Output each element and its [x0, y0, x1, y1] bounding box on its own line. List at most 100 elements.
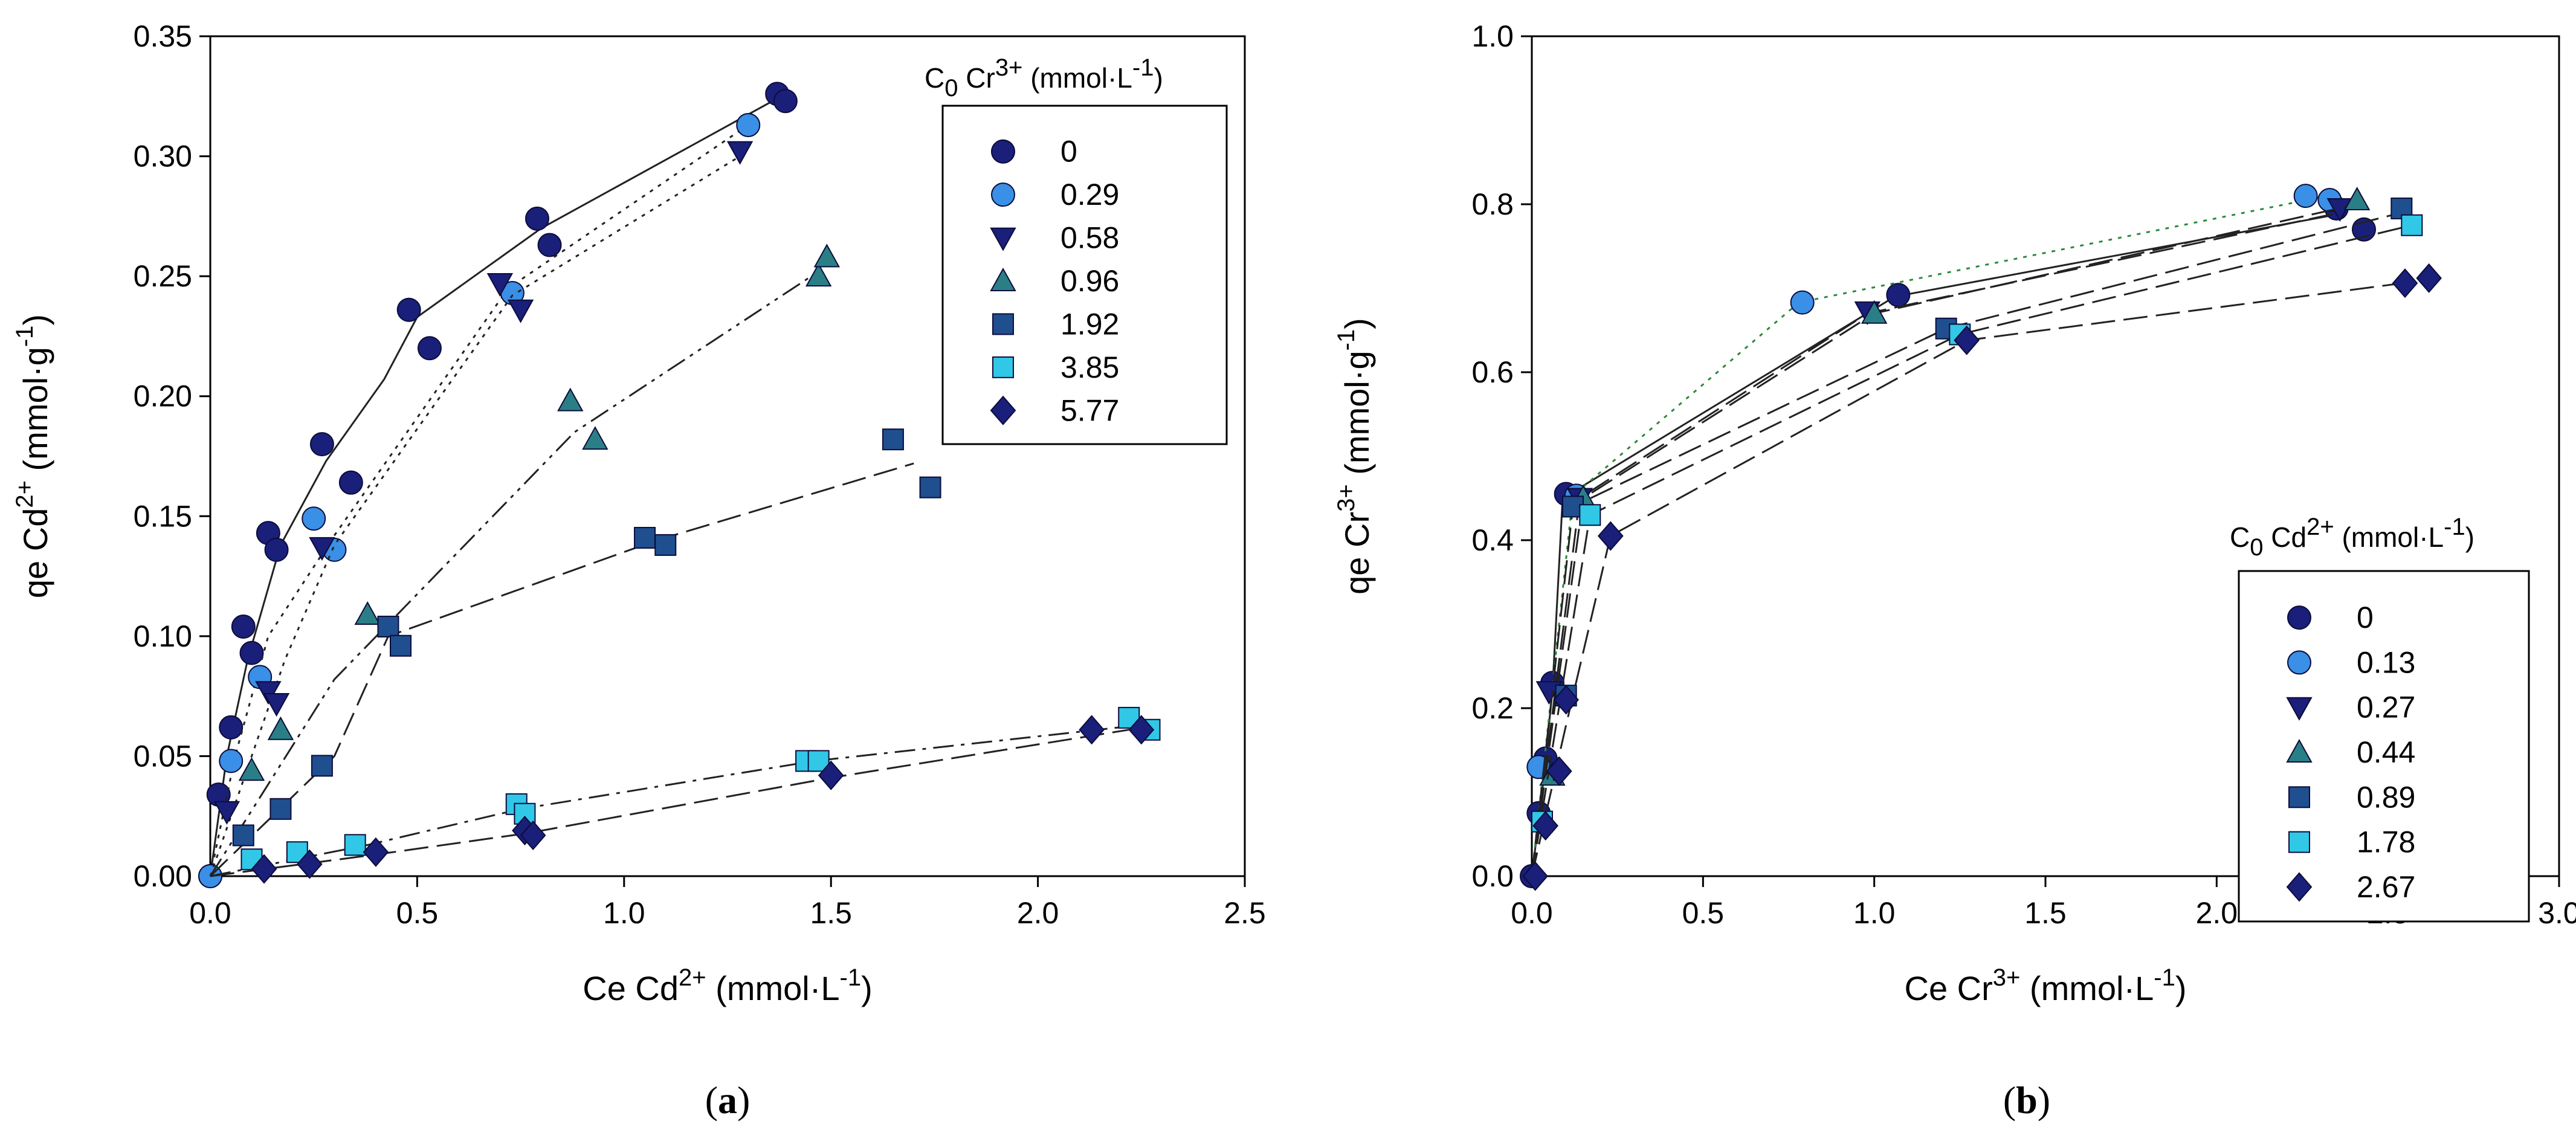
y-tick-label: 0.0: [1471, 859, 1514, 893]
data-point: [255, 681, 282, 705]
text-span: Cr: [958, 62, 995, 94]
y-tick-label: 0.30: [134, 140, 192, 173]
text-span: (: [705, 1079, 718, 1121]
y-tick-label: 0.8: [1471, 187, 1514, 221]
legend-marker: [991, 182, 1015, 207]
text-span: ): [861, 969, 873, 1007]
x-tick-label: 1.0: [603, 896, 645, 930]
series-0.96: [209, 244, 841, 877]
data-point: [1579, 504, 1601, 526]
legend-label: 0.96: [1060, 264, 1119, 298]
data-point: [354, 601, 381, 625]
x-tick-label: 2.0: [1017, 896, 1059, 930]
legend-label: 0.44: [2357, 735, 2415, 769]
text-span: ): [737, 1079, 750, 1121]
data-point: [309, 537, 335, 561]
text-span: -1: [11, 326, 38, 347]
chart-a: 0.0 0.5 1.0 1.5 2.0 2.5 0.00 0.05 0.10 0.15 0.20 0.…: [11, 19, 1266, 1121]
data-point: [654, 534, 677, 556]
data-point: [525, 206, 549, 231]
legend-box: [941, 105, 1228, 445]
data-point: [1598, 521, 1624, 551]
chart-b: 0.00.51.01.52.02.53.00.00.20.40.60.81.0C…: [1333, 19, 2576, 1121]
plot-frame: [209, 35, 1246, 877]
data-point: [238, 757, 265, 781]
text-span: a: [718, 1079, 737, 1121]
text-span: ): [2465, 521, 2474, 553]
text-span: -1: [1333, 329, 1360, 351]
legend-box: [2238, 570, 2530, 923]
text-span: C: [2230, 521, 2250, 553]
data-point: [377, 615, 399, 637]
legend-label: 5.77: [1060, 393, 1119, 427]
y-tick-label: 0.25: [134, 259, 192, 293]
legend-label: 2.67: [2357, 870, 2415, 904]
data-point: [1079, 715, 1105, 745]
text-span: 2+: [11, 480, 38, 508]
text-span: (: [2003, 1079, 2016, 1121]
y-tick-label: 0.4: [1471, 523, 1514, 557]
data-point: [736, 112, 761, 137]
legend-marker: [2286, 872, 2313, 902]
text-span: (mmol·L: [706, 969, 840, 1007]
series-0: [198, 82, 798, 888]
legend-marker: [992, 356, 1014, 378]
data-point: [213, 801, 240, 825]
data-point: [537, 233, 562, 257]
text-span: ): [1154, 62, 1163, 94]
data-point: [507, 299, 534, 323]
legend: C0 Cd2+ (mmol·L-1)00.130.270.440.891.782…: [2230, 514, 2530, 923]
data-point: [219, 715, 244, 740]
legend-marker: [2286, 697, 2313, 721]
panel-label: (a): [705, 1079, 751, 1121]
x-tick-label: 0.5: [396, 896, 439, 930]
data-point: [251, 854, 277, 884]
data-point: [297, 849, 323, 879]
series-line: [1531, 211, 2402, 877]
series-line: [209, 270, 819, 877]
text-span: Ce Cd: [583, 969, 679, 1007]
y-tick-label: 0.6: [1471, 355, 1514, 389]
series-line: [1531, 211, 2347, 877]
text-span: (mmol·L: [2020, 969, 2154, 1007]
data-point: [1535, 681, 1563, 705]
y-tick-label: 0.15: [134, 499, 192, 533]
y-tick-label: 0.00: [134, 859, 192, 893]
data-point: [486, 273, 514, 297]
y-tick-label: 0.05: [134, 739, 192, 773]
data-point: [1546, 756, 1572, 786]
text-span: (mmol·g: [16, 347, 54, 480]
data-point: [219, 749, 244, 773]
text-span: qe Cd: [16, 508, 54, 598]
data-point: [773, 89, 798, 114]
y-tick-label: 0.35: [134, 19, 192, 53]
data-point: [557, 387, 584, 411]
x-tick-label: 3.0: [2538, 896, 2576, 930]
x-tick-label: 2.0: [2196, 896, 2238, 930]
series-0.29: [198, 112, 761, 888]
legend-marker: [2286, 738, 2313, 763]
legend-marker: [992, 313, 1014, 335]
data-point: [1954, 325, 1980, 355]
y-axis-title: qe Cd2+ (mmol·g-1): [11, 314, 54, 598]
text-span: Cd: [2263, 521, 2306, 553]
y-tick-label: 0.2: [1471, 691, 1514, 725]
panel-label: (b): [2003, 1079, 2050, 1121]
data-point: [311, 755, 333, 777]
legend-marker: [990, 227, 1016, 251]
legend-label: 0.27: [2357, 691, 2415, 724]
legend-title: C0 Cr3+ (mmol·L-1): [925, 54, 1163, 102]
legend-marker: [2288, 831, 2310, 853]
y-tick-label: 0.20: [134, 379, 192, 413]
series-1.92: [209, 428, 941, 877]
text-span: 0: [944, 75, 958, 102]
legend-label: 3.85: [1060, 350, 1119, 384]
x-tick-label: 0.5: [1682, 896, 1725, 930]
data-point: [2293, 184, 2318, 208]
data-point: [1886, 283, 1911, 308]
data-point: [818, 760, 844, 790]
text-span: Ce Cr: [1905, 969, 1993, 1007]
x-tick-label: 1.5: [810, 896, 852, 930]
x-tick-label: 0.0: [189, 896, 231, 930]
